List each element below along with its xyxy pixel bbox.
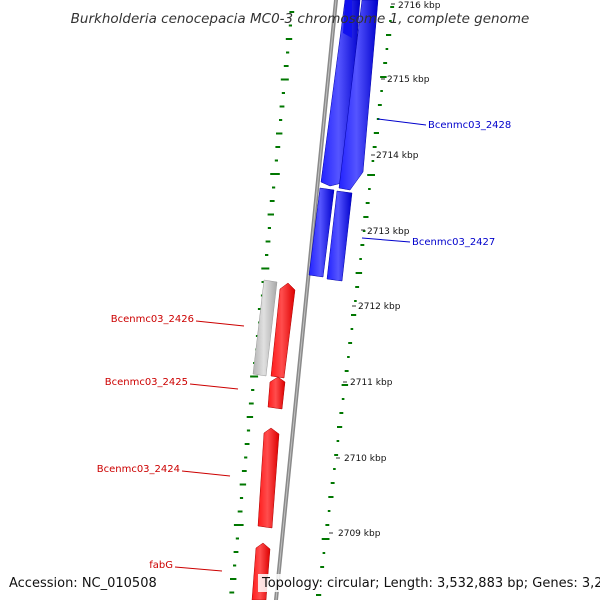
kbp-label: 2715 kbp xyxy=(387,75,430,85)
gene-label-bcenmc03-2425[interactable]: Bcenmc03_2425 xyxy=(105,377,188,388)
gene-labels: Bcenmc03_2428 Bcenmc03_2427 Bcenmc03_242… xyxy=(97,118,511,572)
leader-line xyxy=(181,470,231,477)
leader-line xyxy=(189,383,239,390)
kbp-label: 2713 kbp xyxy=(367,227,410,237)
gene-feature-bcenmc03-2428-cont[interactable] xyxy=(338,0,379,191)
accession-text: Accession: NC_010508 xyxy=(9,576,157,591)
map-title: Burkholderia cenocepacia MC0-3 chromosom… xyxy=(71,11,530,27)
kbp-label: 2711 kbp xyxy=(350,378,393,388)
leader-line xyxy=(361,237,411,243)
gene-feature-bcenmc03-2426[interactable] xyxy=(270,282,296,379)
gene-label-bcenmc03-2428[interactable]: Bcenmc03_2428 xyxy=(428,120,511,131)
leader-line xyxy=(174,566,223,572)
gene-feature-bcenmc03-2427[interactable] xyxy=(308,187,335,278)
genome-info-text: Topology: circular; Length: 3,532,883 bp… xyxy=(261,576,600,591)
gene-feature-arrowhead xyxy=(343,0,352,38)
leader-line xyxy=(195,320,245,327)
gene-label-bcenmc03-2426[interactable]: Bcenmc03_2426 xyxy=(111,314,194,325)
gene-label-bcenmc03-2427[interactable]: Bcenmc03_2427 xyxy=(412,237,495,248)
gene-feature-bcenmc03-2424[interactable] xyxy=(257,427,280,529)
pseudogene-feature[interactable] xyxy=(252,279,278,377)
kbp-label: 2716 kbp xyxy=(398,1,441,11)
gene-label-bcenmc03-2424[interactable]: Bcenmc03_2424 xyxy=(97,464,180,475)
leader-line xyxy=(377,118,427,126)
footer-info-backdrop xyxy=(258,574,596,592)
gc-skew-track xyxy=(316,6,395,596)
kbp-label: 2712 kbp xyxy=(358,302,401,312)
gene-feature-bcenmc03-2428[interactable] xyxy=(320,0,361,187)
gene-feature-bcenmc03-2425[interactable] xyxy=(267,376,286,410)
kbp-label: 2714 kbp xyxy=(376,151,419,161)
kbp-label: 2709 kbp xyxy=(338,529,381,539)
backbone-highlight xyxy=(275,0,337,600)
gene-feature-bcenmc03-2427-cont[interactable] xyxy=(326,190,353,282)
kbp-label: 2710 kbp xyxy=(344,454,387,464)
kbp-scale: 2716 kbp 2715 kbp 2714 kbp 2713 kbp 2712… xyxy=(329,1,441,539)
gene-label-fabg[interactable]: fabG xyxy=(149,560,173,571)
